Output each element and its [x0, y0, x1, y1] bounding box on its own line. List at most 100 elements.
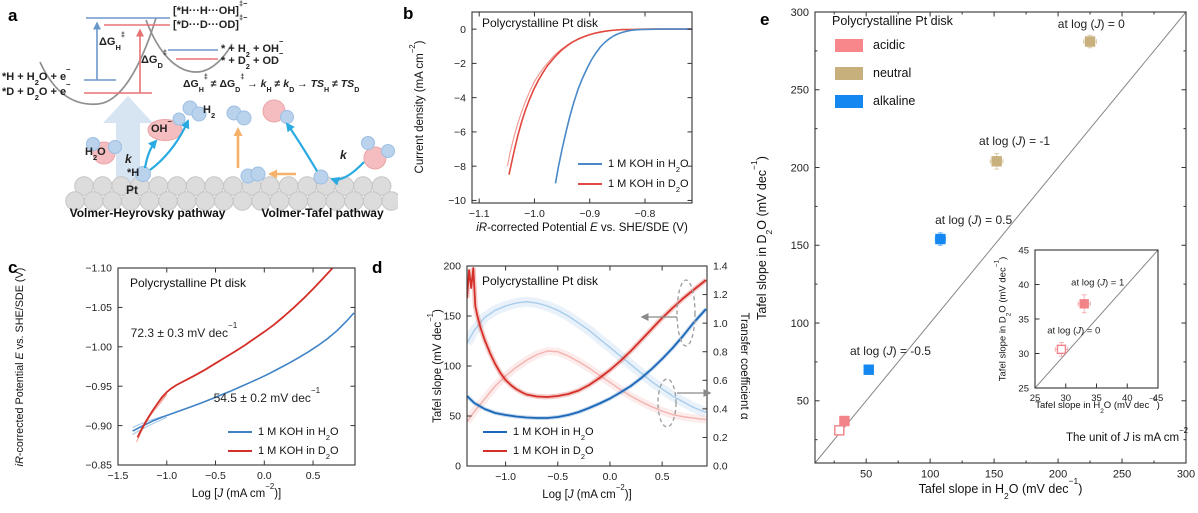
- svg-text:−0.5: −0.5: [205, 470, 226, 482]
- svg-text:30: 30: [1018, 349, 1029, 360]
- ts-label-h: [*H···H···OH]‡−: [173, 0, 248, 17]
- h2o-hydrogen-1: [86, 137, 100, 151]
- svg-text:1.4: 1.4: [713, 261, 728, 273]
- panel-d-title: Polycrystalline Pt disk: [482, 274, 599, 288]
- svg-text:−0.95: −0.95: [85, 381, 112, 393]
- tafel-hydroxide-hydrogen: [280, 110, 294, 124]
- panel-c-title: Polycrystalline Pt disk: [130, 276, 247, 290]
- svg-text:−0.90: −0.90: [85, 420, 112, 432]
- reactant-energy-curve: [39, 17, 157, 106]
- legend-line-h2o: [228, 430, 252, 434]
- panel-letter-e: e: [760, 10, 770, 29]
- svg-text:50: 50: [449, 411, 461, 423]
- svg-text:0.8: 0.8: [713, 346, 728, 358]
- adsorbed-h-label: *H: [127, 167, 140, 179]
- x-axis-label-c: Log [J (mA cm−2)]: [191, 481, 282, 500]
- y-axis-label-b: Current density (mA cm−2): [407, 40, 426, 174]
- svg-text:200: 200: [443, 261, 461, 273]
- chart-annotation: 72.3 ± 0.3 mV dec−1: [130, 320, 238, 340]
- svg-text:0.0: 0.0: [713, 461, 728, 473]
- svg-text:25: 25: [1030, 393, 1041, 404]
- legend-line-h2o: [483, 430, 507, 434]
- svg-text:100: 100: [791, 318, 809, 330]
- heyrovsky-arrow-to-oh: [143, 139, 158, 169]
- svg-text:25: 25: [1018, 383, 1029, 394]
- svg-text:45: 45: [1153, 393, 1164, 404]
- legend-swatch-neutral: [835, 66, 863, 80]
- svg-text:300: 300: [791, 7, 809, 19]
- chart-annotation: at log (J) = 0: [1047, 325, 1101, 337]
- chart-e: 50 100 150 200 250 300 50 100 150 200 250 300 at log…: [740, 0, 1198, 513]
- svg-text:−0.9: −0.9: [579, 208, 600, 220]
- x-axis-label-d: Log [J (mA cm−2)]: [542, 482, 632, 501]
- inset-y-axis-label: Tafel slope in D2O (mV dec−1): [993, 256, 1012, 382]
- legend-label-d2o: 1 M KOH in D2O: [258, 445, 339, 462]
- svg-text:−10: −10: [448, 195, 466, 207]
- delta-g-d-label: ΔGD‡: [141, 47, 168, 71]
- product-label-h: * + H2 + OH−: [221, 36, 284, 60]
- chart-annotation: 54.5 ± 0.2 mV dec−1: [213, 385, 321, 405]
- panel-letter-a: a: [8, 6, 18, 25]
- svg-text:45: 45: [1018, 245, 1029, 256]
- reactant-label-h: *H + H2O + e−: [2, 64, 71, 88]
- svg-text:40: 40: [1122, 393, 1133, 404]
- svg-text:0.5: 0.5: [655, 471, 670, 483]
- legend-line-d2o: [228, 449, 252, 453]
- legend-line-d2o: [483, 449, 507, 453]
- tafel-water-hydrogen-1: [361, 136, 375, 150]
- legend-label-neutral: neutral: [873, 66, 912, 80]
- svg-text:−4: −4: [454, 92, 466, 104]
- unit-note: The unit of J is mA cm−2: [1065, 425, 1188, 444]
- tafel-desorb-arrow: [285, 122, 318, 172]
- svg-text:0.0: 0.0: [257, 470, 272, 482]
- x-axis-label-e: Tafel slope in H2O (mV dec−1): [918, 476, 1083, 501]
- panel-letter-b: b: [403, 4, 414, 23]
- svg-text:300: 300: [1177, 469, 1195, 481]
- svg-text:200: 200: [1049, 469, 1067, 481]
- chart-b: −1.1 −1.0 −0.9 −0.8 0 −2 −4 −6 −8 −10: [395, 0, 730, 248]
- product-label-d: * + D2 + OD−: [221, 48, 284, 72]
- inset-x-axis-label: Tafel slope in H2O (mV dec−1): [1035, 395, 1160, 415]
- svg-text:0: 0: [455, 461, 461, 473]
- chart-annotation: at log (J) = 0.5: [935, 213, 1013, 228]
- svg-text:250: 250: [1113, 469, 1131, 481]
- svg-text:150: 150: [443, 311, 461, 323]
- svg-text:35: 35: [1091, 393, 1102, 404]
- svg-text:150: 150: [791, 240, 809, 252]
- svg-text:−1.0: −1.0: [156, 470, 177, 482]
- svg-text:0: 0: [460, 24, 466, 36]
- svg-text:−8: −8: [454, 161, 466, 173]
- svg-text:−1.00: −1.00: [85, 341, 112, 353]
- svg-text:250: 250: [791, 85, 809, 97]
- chart-d: −1.0 −0.5 0.0 0.5 0 50 100 150 200 0.0 0.2 0.4 0.6 0.…: [360, 250, 755, 513]
- y-axis-label-d: Tafel slope (mV dec−1): [425, 309, 444, 423]
- reactant-label-d: *D + D2O + e−: [2, 79, 71, 103]
- legend-label-d2o: 1 M KOH in D2O: [513, 445, 594, 462]
- legend-label-h2o: 1 M KOH in H2O: [513, 426, 594, 443]
- tafel-water-oxygen: [363, 146, 387, 170]
- activation-arrow: [103, 96, 153, 196]
- mechanism-art: [39, 17, 398, 211]
- svg-text:0.5: 0.5: [306, 470, 321, 482]
- svg-text:−1.5: −1.5: [108, 470, 129, 482]
- heyrovsky-arrow-to-h2: [149, 119, 190, 171]
- legend-label-h2o: 1 M KOH in H2O: [608, 158, 689, 175]
- panel-d-tafel-slope-curves: −1.0 −0.5 0.0 0.5 0 50 100 150 200 0.0 0.2 0.4 0.6 0.…: [360, 250, 755, 513]
- pt-label: Pt: [126, 183, 138, 197]
- legend-label-d2o: 1 M KOH in D2O: [608, 178, 689, 195]
- tafel-adsorb-arrow: [330, 161, 365, 186]
- legend-label-acidic: acidic: [873, 38, 905, 52]
- svg-text:100: 100: [921, 469, 939, 481]
- legend-line-h2o: [578, 162, 602, 166]
- legend-swatch-alkaline: [835, 94, 863, 108]
- hydroxide-ion: [147, 119, 183, 141]
- svg-text:0.2: 0.2: [713, 432, 728, 444]
- svg-text:−2: −2: [454, 58, 466, 70]
- h2-molecule-atom-2: [191, 106, 207, 122]
- svg-text:0.4: 0.4: [713, 404, 728, 416]
- svg-text:−1.0: −1.0: [524, 208, 545, 220]
- adsorbed-h: [135, 166, 151, 182]
- svg-text:50: 50: [797, 396, 809, 408]
- panel-letter-d: d: [372, 258, 383, 277]
